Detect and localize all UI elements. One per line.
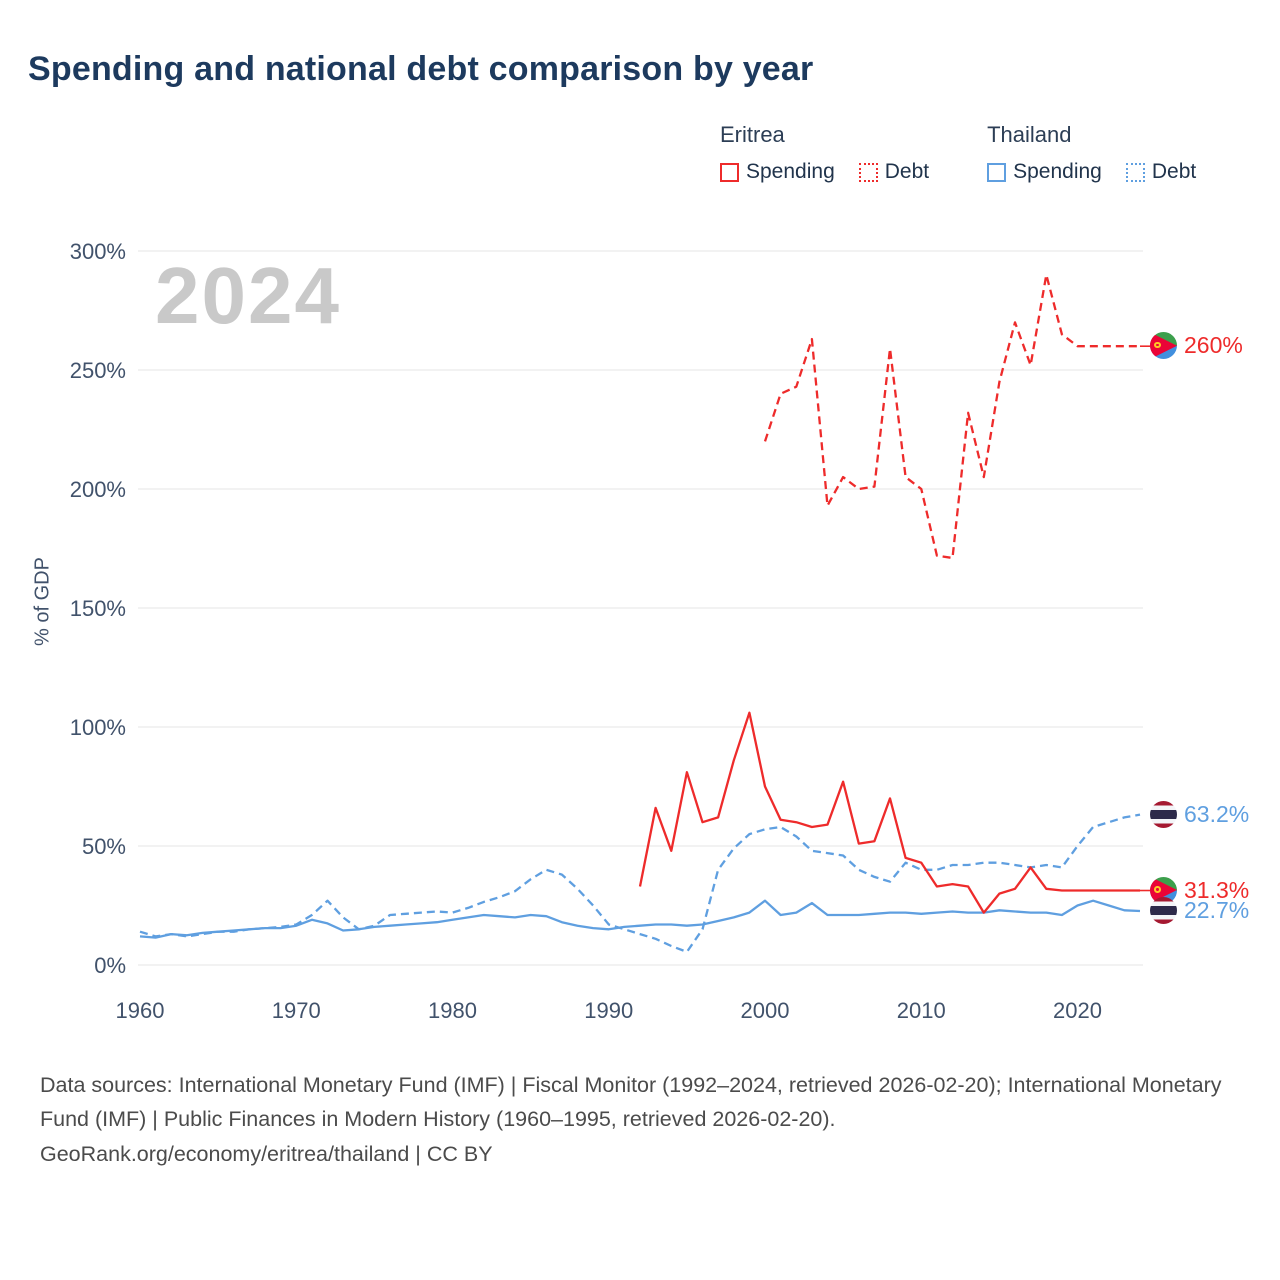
end-label-thailand: 22.7% [1150, 896, 1250, 924]
series-line-thailand-spending [139, 899, 1141, 939]
eritrea-flag-icon [1150, 876, 1177, 904]
end-label-eritrea: 31.3% [1150, 876, 1250, 904]
y-axis-label: % of GDP [31, 557, 54, 646]
legend-label: Debt [1151, 160, 1197, 183]
legend-group-eritrea: Eritrea Spending Debt [720, 122, 929, 184]
legend-item-thailand-debt: Debt [1125, 160, 1197, 184]
thailand-spending-swatch-icon [987, 162, 1007, 182]
legend-group-thailand: Thailand Spending Debt [987, 122, 1196, 184]
end-label-value: 31.3% [1184, 876, 1250, 903]
legend-label: Spending [1013, 160, 1102, 183]
legend-item-thailand-spending: Spending [987, 160, 1102, 184]
data-sources-text: Data sources: International Monetary Fun… [40, 1073, 1222, 1132]
legend: Eritrea Spending Debt Thailand Spending … [720, 122, 1196, 184]
series-line-eritrea-debt [763, 273, 1140, 560]
footer: Data sources: International Monetary Fun… [40, 1068, 1240, 1171]
legend-item-eritrea-debt: Debt [858, 160, 930, 184]
y-tick-label: 200% [70, 477, 126, 502]
legend-item-eritrea-spending: Spending [720, 160, 835, 184]
page-title: Spending and national debt comparison by… [28, 50, 814, 88]
end-label-thailand: 63.2% [1150, 800, 1250, 828]
end-label-value: 260% [1184, 332, 1243, 359]
y-tick-label: 0% [94, 953, 126, 978]
series-line-eritrea-spending [638, 711, 1140, 914]
y-tick-label: 50% [82, 834, 126, 859]
y-tick-label: 100% [70, 715, 126, 740]
thailand-debt-swatch-icon [1125, 162, 1145, 182]
series-line-thailand-debt [139, 813, 1141, 954]
legend-title-eritrea: Eritrea [720, 122, 785, 147]
legend-label: Debt [884, 160, 930, 183]
x-tick-label: 2010 [897, 998, 946, 1023]
x-tick-label: 1960 [116, 998, 165, 1023]
end-label-value: 22.7% [1184, 896, 1250, 923]
attribution-link[interactable]: GeoRank.org/economy/eritrea/thailand | C… [40, 1141, 493, 1166]
x-tick-label: 1970 [272, 998, 321, 1023]
x-tick-label: 1980 [428, 998, 477, 1023]
legend-items-eritrea: Spending Debt [720, 160, 929, 184]
thailand-flag-icon [1150, 896, 1177, 924]
x-tick-label: 2000 [741, 998, 790, 1023]
watermark-year: 2024 [155, 251, 341, 340]
x-tick-label: 1990 [584, 998, 633, 1023]
x-tick-label: 2020 [1053, 998, 1102, 1023]
end-label-eritrea: 260% [1150, 332, 1243, 360]
legend-items-thailand: Spending Debt [987, 160, 1196, 184]
y-tick-label: 250% [70, 358, 126, 383]
eritrea-debt-swatch-icon [858, 162, 878, 182]
legend-label: Spending [746, 160, 835, 183]
end-label-value: 63.2% [1184, 800, 1250, 827]
y-tick-label: 150% [70, 596, 126, 621]
y-tick-label: 300% [70, 239, 126, 264]
thailand-flag-icon [1150, 800, 1177, 828]
legend-title-thailand: Thailand [987, 122, 1072, 147]
eritrea-flag-icon [1150, 332, 1177, 360]
eritrea-spending-swatch-icon [720, 162, 739, 182]
